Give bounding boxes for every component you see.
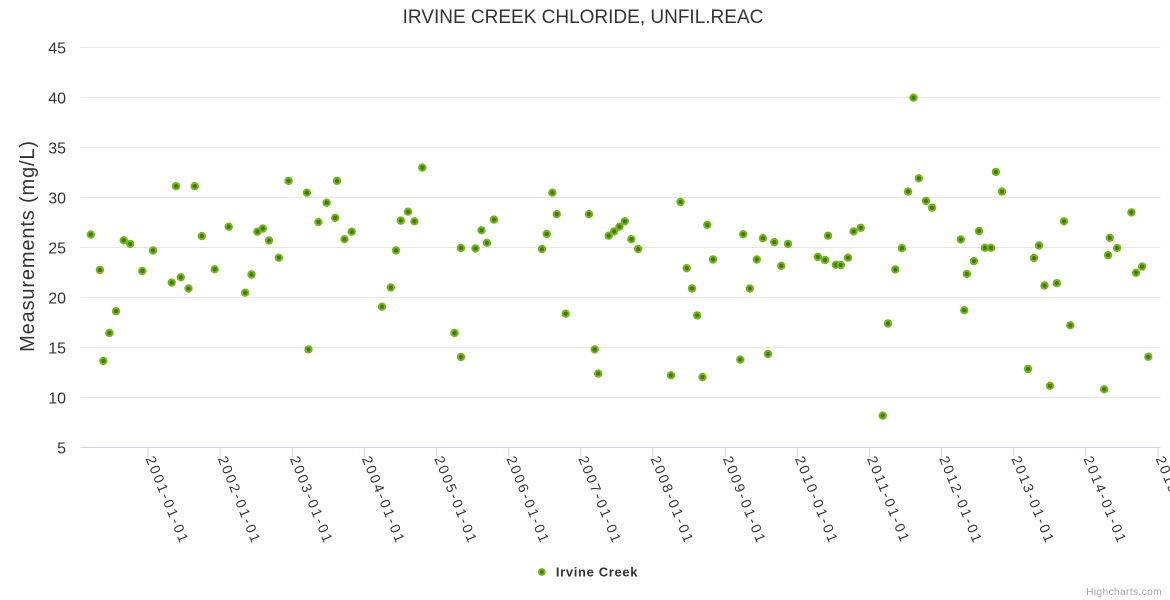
svg-text:15: 15 bbox=[48, 340, 66, 357]
svg-text:2013-01-01: 2013-01-01 bbox=[1009, 454, 1059, 547]
svg-text:2005-01-01: 2005-01-01 bbox=[431, 454, 481, 547]
svg-text:2003-01-01: 2003-01-01 bbox=[287, 454, 337, 547]
svg-text:2012-01-01: 2012-01-01 bbox=[936, 454, 986, 547]
svg-text:2001-01-01: 2001-01-01 bbox=[143, 454, 193, 547]
svg-text:2008-01-01: 2008-01-01 bbox=[648, 454, 698, 547]
svg-text:Measurements (mg/L): Measurements (mg/L) bbox=[17, 140, 39, 352]
svg-text:2006-01-01: 2006-01-01 bbox=[503, 454, 553, 547]
svg-text:2014-01-01: 2014-01-01 bbox=[1081, 454, 1131, 547]
svg-text:2002-01-01: 2002-01-01 bbox=[215, 454, 265, 547]
svg-text:45: 45 bbox=[48, 40, 66, 57]
svg-text:10: 10 bbox=[48, 390, 66, 407]
svg-text:2010-01-01: 2010-01-01 bbox=[792, 454, 842, 547]
svg-text:20: 20 bbox=[48, 290, 66, 307]
svg-text:40: 40 bbox=[48, 90, 66, 107]
svg-text:2009-01-01: 2009-01-01 bbox=[720, 454, 770, 547]
svg-text:35: 35 bbox=[48, 140, 66, 157]
svg-text:30: 30 bbox=[48, 190, 66, 207]
svg-text:2015-01-01: 2015-01-01 bbox=[1153, 454, 1170, 547]
svg-text:2007-01-01: 2007-01-01 bbox=[576, 454, 626, 547]
svg-text:Irvine Creek: Irvine Creek bbox=[556, 564, 638, 579]
svg-text:25: 25 bbox=[48, 240, 66, 257]
svg-text:2011-01-01: 2011-01-01 bbox=[864, 454, 914, 546]
svg-text:Highcharts.com: Highcharts.com bbox=[1086, 587, 1162, 598]
svg-text:2004-01-01: 2004-01-01 bbox=[359, 454, 409, 547]
svg-text:IRVINE CREEK CHLORIDE, UNFIL.R: IRVINE CREEK CHLORIDE, UNFIL.REAC bbox=[403, 7, 764, 28]
svg-text:5: 5 bbox=[57, 440, 66, 457]
